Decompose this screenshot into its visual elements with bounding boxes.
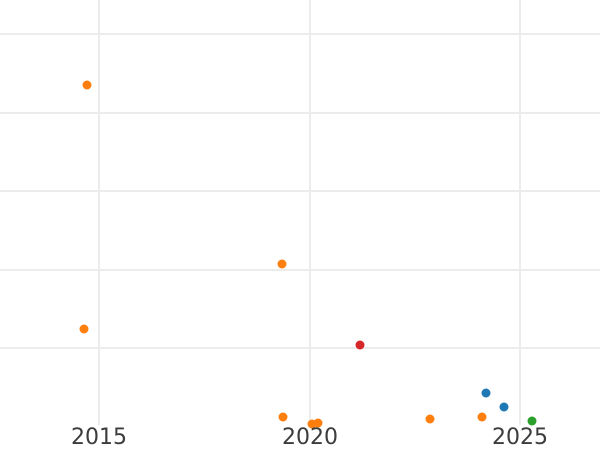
v-gridline [98, 0, 100, 425]
x-tick-label: 2025 [492, 425, 548, 450]
h-gridline [0, 33, 600, 35]
data-point-orange [477, 412, 487, 422]
h-gridline [0, 112, 600, 114]
data-point-orange [307, 419, 317, 428]
data-point-blue [499, 402, 509, 412]
data-point-orange [313, 418, 323, 428]
v-gridline [309, 0, 311, 425]
v-gridline [519, 0, 521, 425]
data-point-blue [481, 388, 491, 398]
data-point-orange [79, 324, 89, 334]
x-tick-label: 2015 [71, 425, 127, 450]
h-gridline [0, 190, 600, 192]
data-point-red [355, 340, 365, 350]
data-point-orange [278, 412, 288, 422]
x-tick-label: 2020 [282, 425, 338, 450]
data-point-orange [82, 80, 92, 90]
data-point-orange [277, 259, 286, 269]
h-gridline [0, 347, 600, 349]
data-point-green [527, 416, 537, 426]
h-gridline [0, 269, 600, 271]
data-point-orange [425, 414, 435, 424]
